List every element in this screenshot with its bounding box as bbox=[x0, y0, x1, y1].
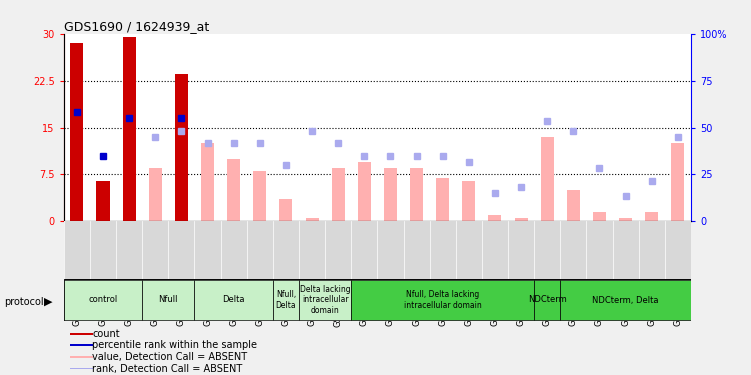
Text: GDS1690 / 1624939_at: GDS1690 / 1624939_at bbox=[64, 20, 209, 33]
Text: Nfull, Delta lacking
intracellular domain: Nfull, Delta lacking intracellular domai… bbox=[404, 290, 481, 310]
Bar bbox=[175, 74, 188, 221]
Text: Nfull: Nfull bbox=[158, 296, 178, 304]
Bar bbox=[70, 344, 92, 346]
Bar bbox=[64, 280, 142, 320]
Bar bbox=[514, 218, 528, 221]
Bar bbox=[279, 200, 292, 221]
Bar bbox=[619, 218, 632, 221]
Bar bbox=[227, 159, 240, 221]
Text: count: count bbox=[92, 328, 119, 339]
Text: protocol: protocol bbox=[4, 297, 44, 307]
Bar bbox=[273, 280, 299, 320]
Text: NDCterm: NDCterm bbox=[528, 296, 566, 304]
Bar bbox=[534, 280, 560, 320]
Text: ▶: ▶ bbox=[44, 297, 52, 307]
Bar bbox=[70, 333, 92, 334]
Bar bbox=[175, 162, 188, 221]
Bar bbox=[142, 280, 195, 320]
Bar bbox=[351, 280, 534, 320]
Bar bbox=[299, 280, 351, 320]
Bar bbox=[122, 37, 136, 221]
Bar bbox=[195, 280, 273, 320]
Bar bbox=[488, 215, 502, 221]
Bar bbox=[71, 43, 83, 221]
Bar bbox=[645, 212, 659, 221]
Bar bbox=[96, 181, 110, 221]
Bar bbox=[332, 168, 345, 221]
Text: rank, Detection Call = ABSENT: rank, Detection Call = ABSENT bbox=[92, 363, 243, 374]
Text: Nfull,
Delta: Nfull, Delta bbox=[276, 290, 296, 310]
Bar bbox=[70, 356, 92, 358]
Text: NDCterm, Delta: NDCterm, Delta bbox=[593, 296, 659, 304]
Bar bbox=[384, 168, 397, 221]
Bar bbox=[560, 280, 691, 320]
Bar bbox=[70, 368, 92, 369]
Bar bbox=[306, 218, 318, 221]
Text: value, Detection Call = ABSENT: value, Detection Call = ABSENT bbox=[92, 352, 247, 362]
Bar bbox=[593, 212, 606, 221]
Bar bbox=[357, 162, 371, 221]
Bar bbox=[436, 177, 449, 221]
Bar bbox=[671, 143, 684, 221]
Bar bbox=[541, 137, 553, 221]
Text: control: control bbox=[89, 296, 118, 304]
Text: percentile rank within the sample: percentile rank within the sample bbox=[92, 340, 257, 350]
Text: Delta: Delta bbox=[222, 296, 245, 304]
Bar bbox=[253, 171, 267, 221]
Bar bbox=[567, 190, 580, 221]
Bar bbox=[201, 143, 214, 221]
Bar bbox=[410, 168, 423, 221]
Bar bbox=[463, 181, 475, 221]
Bar bbox=[149, 168, 161, 221]
Text: Delta lacking
intracellular
domain: Delta lacking intracellular domain bbox=[300, 285, 351, 315]
